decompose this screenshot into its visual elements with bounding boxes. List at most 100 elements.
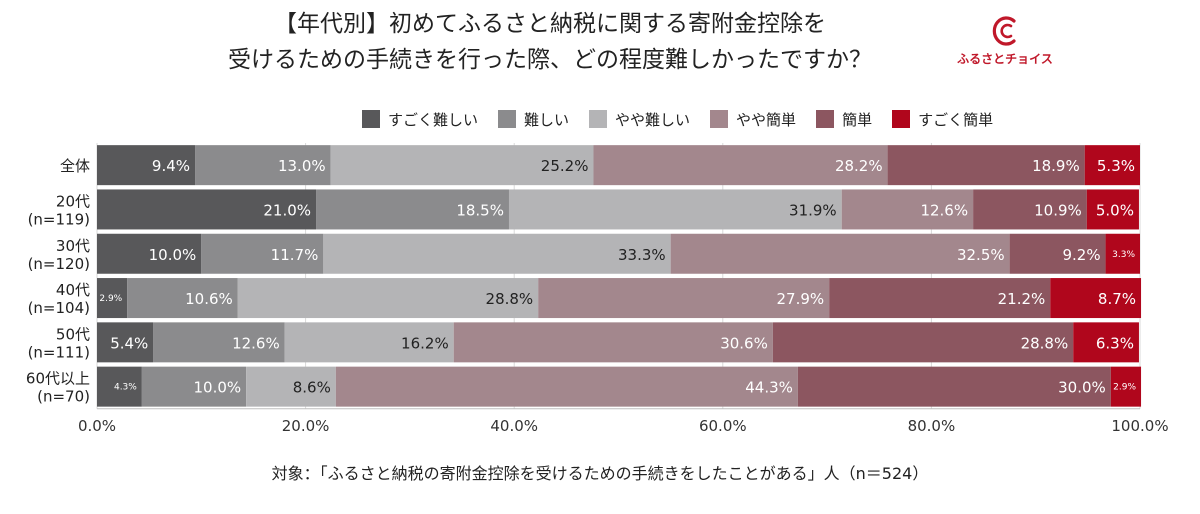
- legend-item: やや簡単: [710, 109, 796, 130]
- legend-item: 難しい: [498, 109, 569, 130]
- bar-segment: [797, 366, 1111, 407]
- bar-segment: [330, 145, 594, 186]
- data-label: 3.3%: [1112, 250, 1135, 260]
- category-label: (n=120): [28, 255, 90, 273]
- footnote: 対象：「ふるさと納税の寄附金控除を受けるための手続きをしたことがある」人（n＝5…: [271, 464, 929, 483]
- bar-segment: [323, 233, 671, 274]
- bar-segment: [335, 366, 798, 407]
- data-label: 27.9%: [777, 290, 825, 308]
- data-label: 30.0%: [1058, 379, 1106, 397]
- bar-segment: [772, 322, 1074, 363]
- data-label: 28.2%: [835, 157, 883, 175]
- data-label: 10.6%: [185, 290, 233, 308]
- legend-item: すごく難しい: [362, 109, 478, 130]
- bar-segment: [97, 189, 317, 230]
- legend-label: 難しい: [524, 110, 570, 129]
- data-label: 25.2%: [541, 157, 589, 175]
- chart-title-line-1: 【年代別】初めてふるさと納税に関する寄附金控除を: [274, 11, 826, 37]
- bar-segment: [237, 278, 539, 319]
- category-label: 30代: [56, 237, 90, 255]
- data-label: 21.0%: [263, 201, 311, 219]
- logo-text: ふるさとチョイス: [957, 52, 1053, 66]
- data-label: 5.0%: [1096, 201, 1134, 219]
- bar-segment: [284, 322, 454, 363]
- data-label: 5.4%: [110, 334, 148, 352]
- data-label: 18.9%: [1032, 157, 1080, 175]
- x-tick-label: 60.0%: [699, 417, 747, 435]
- bar-segment: [973, 189, 1087, 230]
- bar-segment: [508, 189, 842, 230]
- furusato-choice-logo: ふるさとチョイス: [950, 14, 1060, 74]
- legend-item: やや難しい: [589, 109, 690, 130]
- data-label: 21.2%: [998, 290, 1046, 308]
- legend-swatch: [816, 110, 835, 128]
- x-tick-label: 0.0%: [78, 417, 116, 435]
- data-label: 12.6%: [232, 334, 280, 352]
- legend-item: すごく簡単: [892, 109, 993, 130]
- data-label: 12.6%: [920, 201, 968, 219]
- bar-segment: [316, 189, 509, 230]
- legend-swatch: [498, 110, 517, 128]
- data-label: 10.9%: [1034, 201, 1082, 219]
- category-label: (n=104): [28, 299, 90, 317]
- bar-segment: [201, 233, 324, 274]
- x-tick-label: 40.0%: [490, 417, 538, 435]
- bar-segment: [97, 366, 142, 407]
- legend-label: 簡単: [842, 110, 873, 129]
- data-label: 10.0%: [193, 379, 241, 397]
- x-tick-label: 100.0%: [1111, 417, 1168, 435]
- data-label: 11.7%: [271, 246, 319, 264]
- data-label: 28.8%: [486, 290, 534, 308]
- category-label: 20代: [56, 192, 90, 210]
- data-label: 32.5%: [957, 246, 1005, 264]
- bar-segment: [246, 366, 336, 407]
- category-label: 40代: [56, 281, 90, 299]
- bar-segment: [1009, 233, 1106, 274]
- chart-title: 【年代別】初めてふるさと納税に関する寄附金控除を 受けるための手続きを行った際、…: [0, 6, 1100, 78]
- data-label: 9.4%: [152, 157, 190, 175]
- bar-segment: [829, 278, 1051, 319]
- legend-label: すごく簡単: [918, 110, 994, 129]
- bar-segment: [1073, 322, 1139, 363]
- legend-swatch: [589, 110, 608, 128]
- data-label: 30.6%: [720, 334, 768, 352]
- data-label: 16.2%: [401, 334, 449, 352]
- bar-segment: [97, 145, 196, 186]
- data-label: 8.7%: [1098, 290, 1136, 308]
- bar-segment: [1110, 366, 1142, 407]
- bar-segment: [1105, 233, 1140, 274]
- data-label: 2.9%: [99, 294, 122, 304]
- bar-segment: [1050, 278, 1142, 319]
- bar-segment: [141, 366, 247, 407]
- data-label: 8.6%: [293, 379, 331, 397]
- legend-swatch: [892, 110, 911, 128]
- furusato-choice-logo-icon: [992, 16, 1016, 46]
- category-label: (n=70): [37, 388, 90, 406]
- legend-swatch: [710, 110, 729, 128]
- bar-segment: [841, 189, 974, 230]
- category-label: 全体: [60, 157, 90, 175]
- legend-label: すごく難しい: [388, 110, 479, 129]
- bar-segment: [538, 278, 830, 319]
- bar-segment: [153, 322, 285, 363]
- bar-segment: [887, 145, 1085, 186]
- x-tick-label: 20.0%: [282, 417, 330, 435]
- data-label: 33.3%: [618, 246, 666, 264]
- bar-segment: [1084, 145, 1140, 186]
- legend-item: 簡単: [816, 109, 872, 130]
- legend-swatch: [362, 110, 380, 128]
- data-label: 18.5%: [456, 201, 504, 219]
- legend-label: やや難しい: [615, 110, 691, 129]
- bar-segment: [1086, 189, 1139, 230]
- category-label: 50代: [56, 325, 90, 343]
- data-label: 6.3%: [1096, 334, 1134, 352]
- chart-legend: すごく難しい 難しい やや難しい やや簡単 簡単 すごく簡単: [362, 108, 1013, 130]
- chart-title-line-2: 受けるための手続きを行った際、どの程度難しかったですか？: [228, 47, 872, 73]
- bar-segment: [195, 145, 331, 186]
- category-label: (n=119): [28, 210, 90, 228]
- bar-segment: [97, 278, 128, 319]
- bar-segment: [127, 278, 238, 319]
- category-label: 60代以上: [26, 370, 90, 388]
- bar-segment: [97, 233, 202, 274]
- bar-segment: [97, 322, 154, 363]
